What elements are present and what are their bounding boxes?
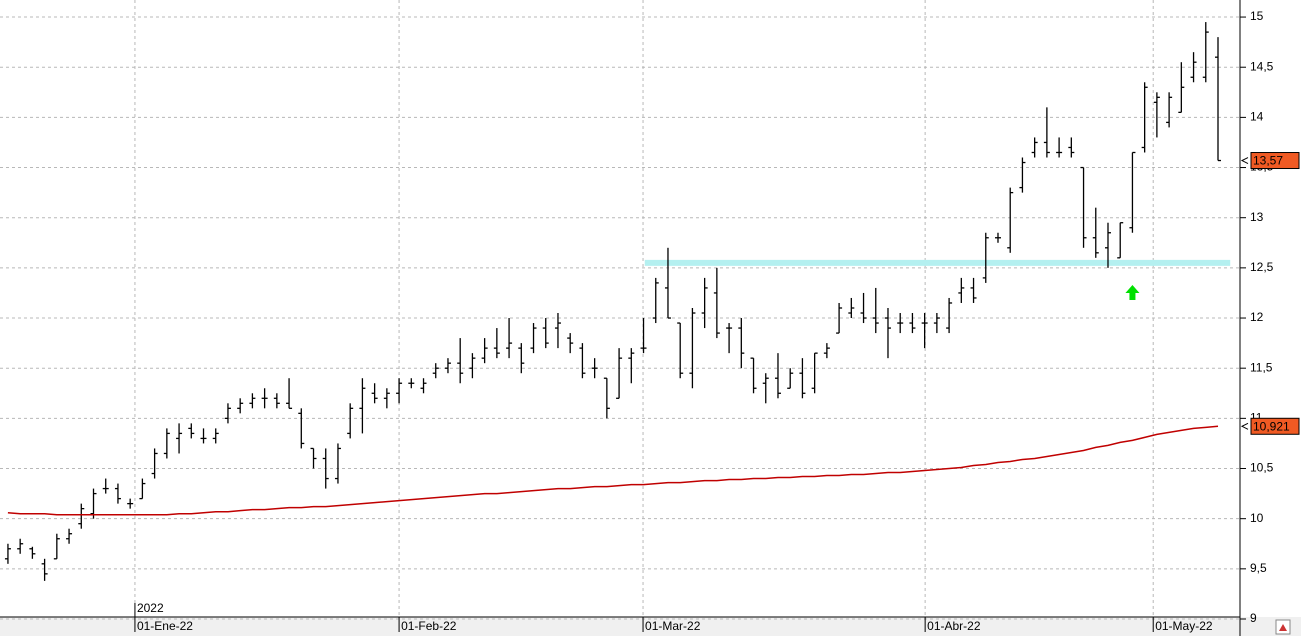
y-tick-label: 13 bbox=[1250, 210, 1264, 224]
y-tick-label: 9,5 bbox=[1250, 561, 1267, 575]
x-axis-strip bbox=[0, 617, 1301, 636]
moving-average-line bbox=[7, 425, 1219, 516]
signal-arrow bbox=[1125, 284, 1140, 300]
y-tick-label: 14,5 bbox=[1250, 59, 1274, 73]
price-label: 13,57 bbox=[1253, 154, 1283, 168]
price-label-box bbox=[1250, 417, 1300, 435]
x-tick-label: 01-Feb-22 bbox=[401, 619, 457, 633]
year-label: 2022 bbox=[137, 601, 164, 615]
y-tick-label: 12 bbox=[1250, 310, 1264, 324]
x-tick-label: 01-Abr-22 bbox=[927, 619, 981, 633]
price-label-box bbox=[1250, 152, 1300, 170]
x-tick-label: 01-May-22 bbox=[1155, 619, 1213, 633]
y-tick-label: 10,5 bbox=[1250, 461, 1274, 475]
price-pointer bbox=[1240, 422, 1249, 430]
ohlc-series bbox=[4, 22, 1221, 581]
y-tick-label: 9 bbox=[1250, 611, 1257, 625]
y-tick-label: 15 bbox=[1250, 9, 1264, 23]
y-tick-label: 10 bbox=[1250, 511, 1264, 525]
y-tick-label: 12,5 bbox=[1250, 260, 1274, 274]
price-label: 10,921 bbox=[1253, 419, 1290, 433]
corner-icon[interactable] bbox=[1275, 619, 1291, 635]
y-tick-label: 14 bbox=[1250, 110, 1264, 124]
y-tick-label: 11,5 bbox=[1250, 360, 1273, 374]
x-tick-label: 01-Mar-22 bbox=[645, 619, 701, 633]
price-pointer bbox=[1240, 157, 1249, 164]
x-tick-label: 01-Ene-22 bbox=[137, 619, 193, 633]
